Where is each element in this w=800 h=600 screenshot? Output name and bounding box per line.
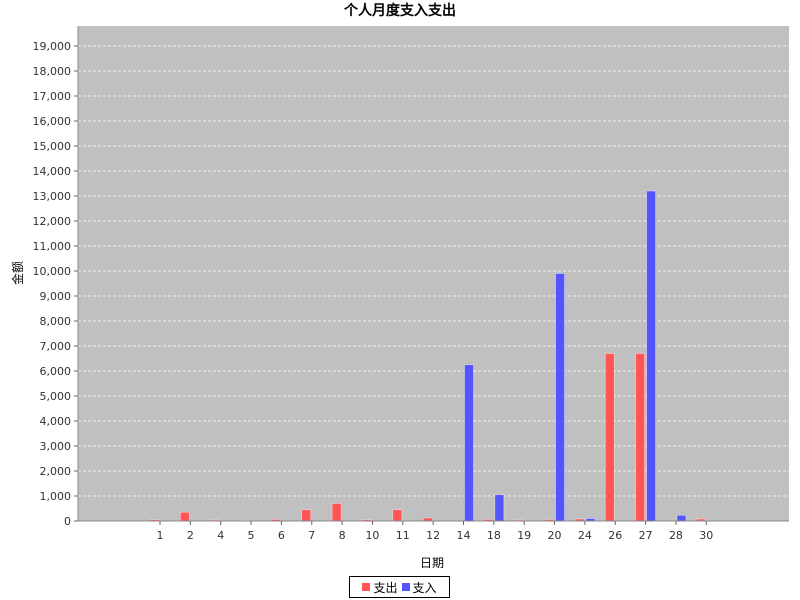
x-tick-label: 4 (217, 529, 224, 542)
x-tick-label: 28 (669, 529, 683, 542)
y-axis-label: 金额 (10, 261, 25, 285)
y-tick-label: 0 (64, 515, 71, 528)
y-tick-label: 1,000 (40, 490, 72, 503)
x-tick-label: 27 (639, 529, 653, 542)
bar-income (555, 273, 565, 522)
bar-expense (392, 509, 403, 522)
grid-lines (78, 45, 789, 497)
y-tick-label: 18,000 (33, 65, 72, 78)
x-tick-label: 30 (699, 529, 713, 542)
legend-item-income: 支入 (401, 579, 437, 596)
legend-item-expense: 支出 (362, 579, 398, 596)
bar-expense (301, 509, 312, 522)
bar-income (646, 190, 656, 522)
y-tick-label: 8,000 (40, 315, 72, 328)
y-tick-label: 17,000 (33, 90, 72, 103)
y-tick-label: 13,000 (33, 190, 72, 203)
bar-expense (635, 353, 645, 522)
bar-expense (180, 511, 190, 522)
legend-swatch-income (401, 583, 410, 591)
y-tick-label: 4,000 (40, 415, 72, 428)
y-tick-label: 12,000 (33, 215, 72, 228)
x-axis: 1 2 4 5 6 7 8 10 11 12 14 18 19 20 24 26 27 28 30 (78, 520, 789, 542)
y-tick-label: 9,000 (40, 290, 72, 303)
y-tick-label: 2,000 (40, 465, 72, 478)
x-axis-label: 日期 (420, 556, 444, 570)
x-tick-label: 12 (426, 529, 440, 542)
x-tick-label: 6 (278, 529, 285, 542)
x-tick-label: 1 (157, 529, 164, 542)
bar-expense (604, 353, 615, 522)
x-tick-label: 14 (457, 529, 471, 542)
y-tick-label: 14,000 (33, 165, 72, 178)
x-tick-label: 11 (396, 529, 410, 542)
x-tick-label: 10 (365, 529, 379, 542)
x-tick-label: 7 (308, 529, 315, 542)
y-tick-label: 5,000 (40, 390, 72, 403)
chart-title: 个人月度支入支出 (343, 2, 456, 19)
legend: 支出 支入 (349, 576, 450, 598)
x-tick-label: 26 (608, 529, 622, 542)
y-tick-label: 11,000 (33, 240, 72, 253)
x-tick-label: 19 (517, 529, 531, 542)
x-tick-label: 8 (339, 529, 346, 542)
y-tick-label: 10,000 (33, 265, 72, 278)
x-tick-label: 18 (487, 529, 501, 542)
x-tick-label: 2 (187, 529, 194, 542)
y-tick-label: 6,000 (40, 365, 72, 378)
plot-area (78, 26, 789, 521)
y-axis: 0 1,000 2,000 3,000 4,000 5,000 6,000 7,000 8,00… (33, 26, 79, 528)
y-tick-label: 3,000 (40, 440, 72, 453)
x-tick-label: 20 (548, 529, 562, 542)
bar-expense (331, 503, 342, 522)
legend-swatch-expense (362, 583, 371, 591)
bar-income (464, 364, 474, 522)
x-tick-label: 5 (248, 529, 255, 542)
y-tick-label: 15,000 (33, 140, 72, 153)
legend-label-expense: 支出 (373, 580, 398, 595)
bar-income (676, 514, 687, 522)
bar-income (494, 494, 505, 522)
y-tick-label: 7,000 (40, 340, 72, 353)
y-tick-label: 16,000 (33, 115, 72, 128)
legend-label-income: 支入 (412, 580, 437, 595)
y-tick-label: 19,000 (33, 40, 72, 53)
x-tick-label: 24 (578, 529, 592, 542)
